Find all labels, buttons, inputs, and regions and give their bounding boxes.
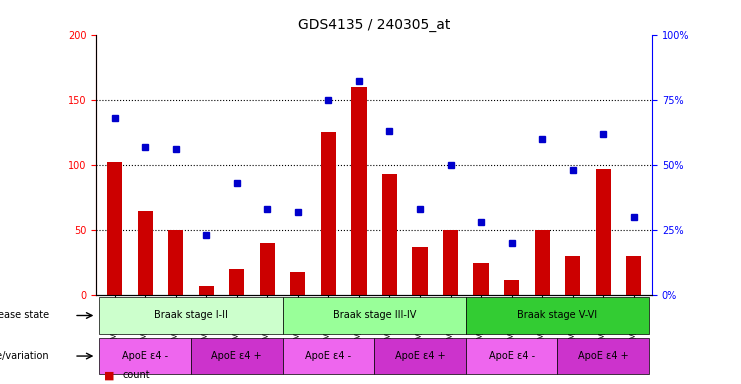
Bar: [229, 269, 245, 295]
Text: ApoE ε4 -: ApoE ε4 -: [122, 351, 168, 361]
Bar: [596, 169, 611, 295]
Bar: [565, 256, 580, 295]
Text: Braak stage V-VI: Braak stage V-VI: [517, 311, 597, 321]
Bar: [351, 87, 367, 295]
Title: GDS4135 / 240305_at: GDS4135 / 240305_at: [298, 18, 451, 32]
Text: ApoE ε4 -: ApoE ε4 -: [305, 351, 351, 361]
Bar: [534, 230, 550, 295]
Text: count: count: [122, 370, 150, 380]
Text: ApoE ε4 -: ApoE ε4 -: [488, 351, 535, 361]
Bar: [413, 247, 428, 295]
FancyBboxPatch shape: [466, 338, 557, 374]
Text: disease state: disease state: [0, 311, 49, 321]
Bar: [259, 243, 275, 295]
Bar: [168, 230, 183, 295]
Bar: [321, 132, 336, 295]
FancyBboxPatch shape: [557, 338, 649, 374]
FancyBboxPatch shape: [99, 297, 282, 334]
Bar: [107, 162, 122, 295]
Bar: [504, 280, 519, 295]
Bar: [290, 272, 305, 295]
Text: Braak stage III-IV: Braak stage III-IV: [333, 311, 416, 321]
Bar: [382, 174, 397, 295]
FancyBboxPatch shape: [282, 338, 374, 374]
FancyBboxPatch shape: [466, 297, 649, 334]
Bar: [138, 210, 153, 295]
FancyBboxPatch shape: [99, 338, 191, 374]
Bar: [473, 263, 489, 295]
FancyBboxPatch shape: [374, 338, 466, 374]
FancyBboxPatch shape: [282, 297, 466, 334]
Text: ■: ■: [104, 370, 114, 380]
Text: ApoE ε4 +: ApoE ε4 +: [395, 351, 445, 361]
Text: genotype/variation: genotype/variation: [0, 351, 49, 361]
Bar: [626, 256, 642, 295]
FancyBboxPatch shape: [191, 338, 282, 374]
Bar: [199, 286, 214, 295]
Text: ApoE ε4 +: ApoE ε4 +: [578, 351, 628, 361]
Bar: [443, 230, 458, 295]
Text: Braak stage I-II: Braak stage I-II: [154, 311, 228, 321]
Text: ApoE ε4 +: ApoE ε4 +: [211, 351, 262, 361]
